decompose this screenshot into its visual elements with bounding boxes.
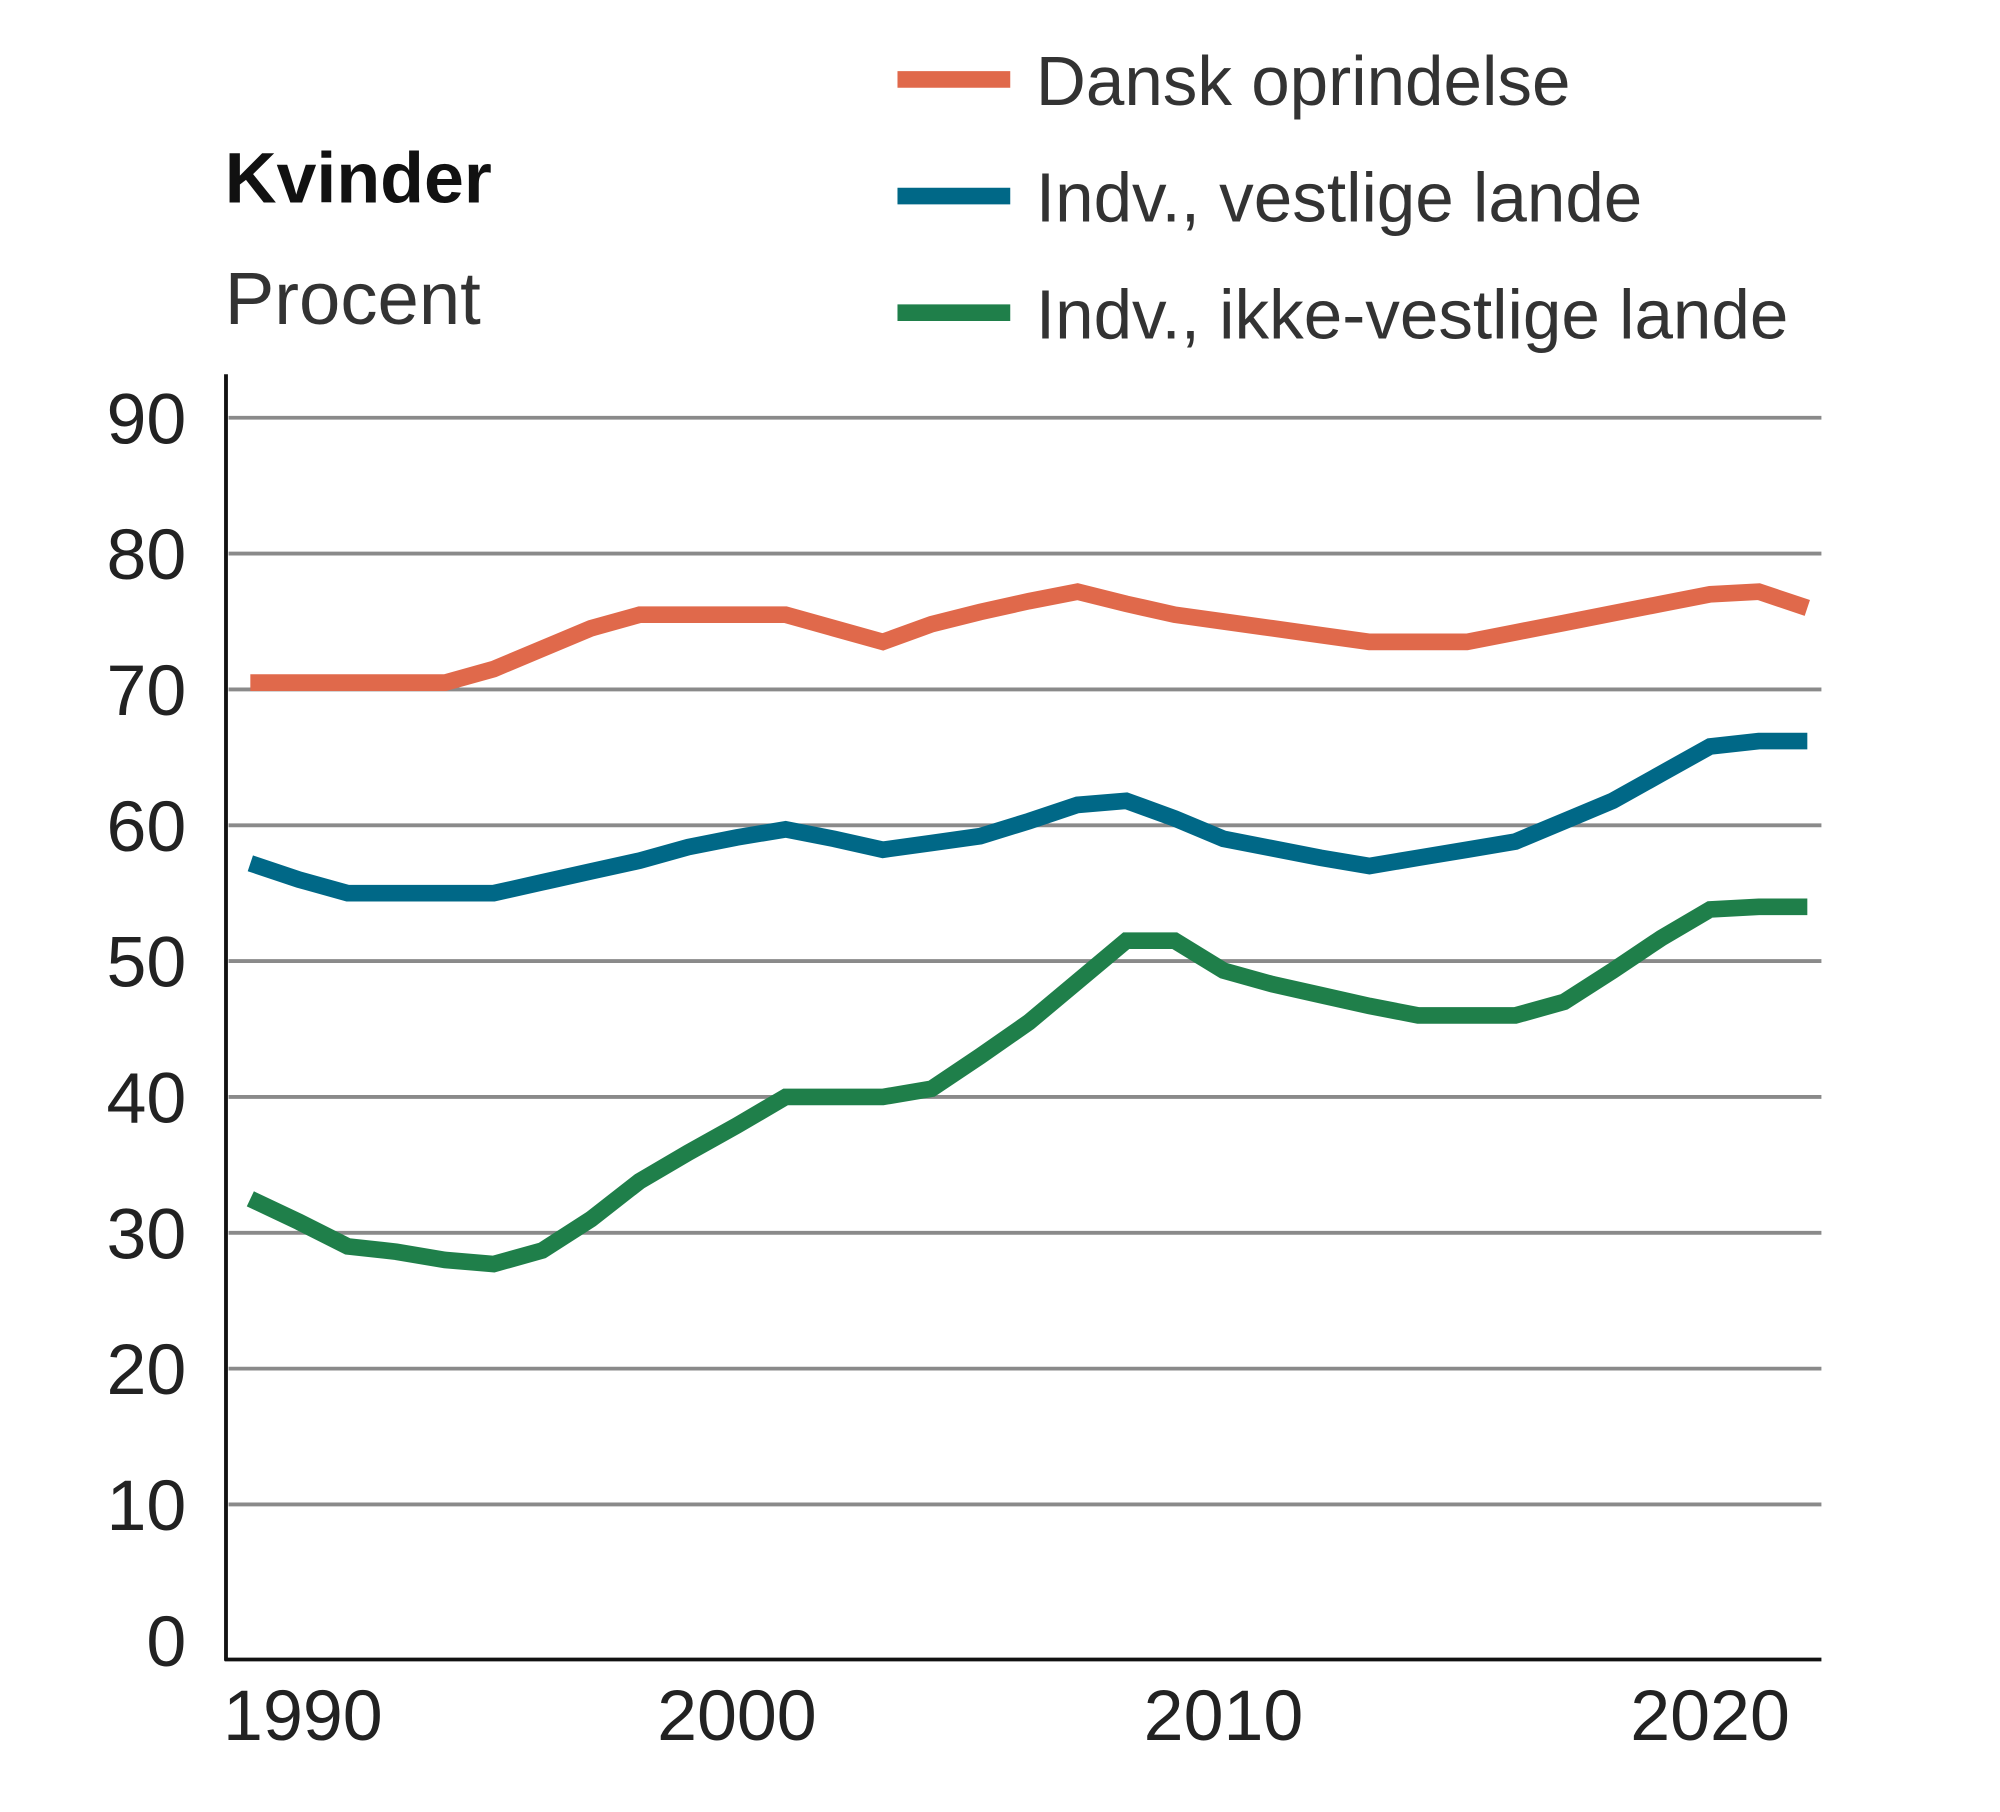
y-tick-label: 20 xyxy=(106,1330,186,1410)
series-line-1 xyxy=(250,583,1810,691)
x-tick-label: 2010 xyxy=(1144,1676,1304,1756)
y-tick-label: 40 xyxy=(106,1059,186,1139)
chart-title: Kvinder xyxy=(225,138,492,218)
gridlines xyxy=(228,415,1822,1507)
y-tick-label: 10 xyxy=(106,1466,186,1546)
series-line-3 xyxy=(246,898,1808,1273)
y-tick-label: 90 xyxy=(106,379,186,459)
y-tick-label: 50 xyxy=(106,923,186,1003)
y-tick-label: 30 xyxy=(106,1194,186,1274)
x-tick-labels: 1990 2000 2010 2020 xyxy=(223,1676,1790,1756)
y-tick-label: 0 xyxy=(146,1602,186,1682)
legend-label: Indv., ikke-vestlige lande xyxy=(1036,275,1788,353)
y-tick-labels: 0 10 20 30 40 50 60 70 80 90 xyxy=(106,379,186,1682)
legend: Dansk oprindelse Indv., vestlige lande Ind… xyxy=(897,42,1788,353)
x-tick-label: 1990 xyxy=(223,1676,383,1756)
x-tick-label: 2000 xyxy=(657,1676,817,1756)
series-lines xyxy=(246,583,1810,1273)
legend-label: Dansk oprindelse xyxy=(1036,42,1571,120)
y-axis-label: Procent xyxy=(225,257,481,340)
y-tick-label: 80 xyxy=(106,515,186,595)
y-tick-label: 70 xyxy=(106,651,186,731)
y-tick-label: 60 xyxy=(106,787,186,867)
series-line-2 xyxy=(247,732,1808,902)
legend-label: Indv., vestlige lande xyxy=(1036,159,1642,237)
x-tick-label: 2020 xyxy=(1630,1676,1790,1756)
